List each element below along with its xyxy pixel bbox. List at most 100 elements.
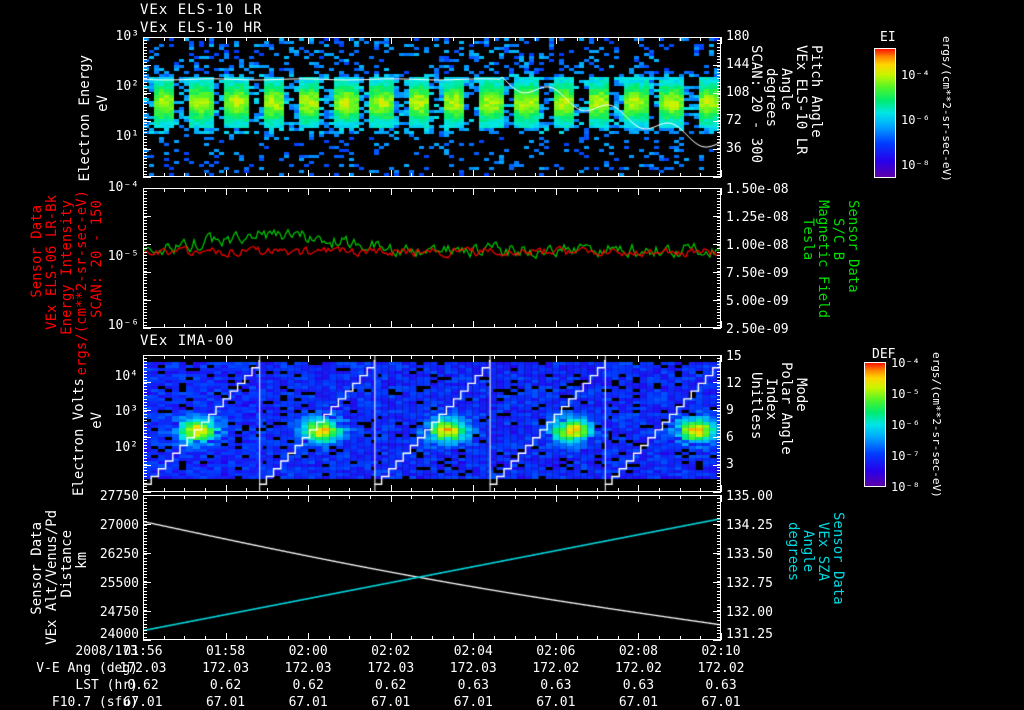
- tick-minor: [143, 324, 147, 326]
- tick-time-minor: [638, 355, 640, 359]
- tick-time-minor: [535, 324, 537, 328]
- tick-minor: [717, 531, 721, 533]
- tick-major: [713, 216, 721, 217]
- tick-time-minor: [328, 324, 330, 328]
- tick-minor: [717, 173, 721, 175]
- tick-time: [721, 485, 722, 492]
- tick-time-minor: [473, 173, 475, 177]
- panel2-ylabel-1: Sensor Data: [29, 205, 45, 298]
- panel1-y2label-3: Angle: [778, 68, 794, 111]
- tick-minor: [717, 194, 721, 196]
- tick-minor: [143, 423, 147, 425]
- tick-time-minor: [390, 37, 392, 41]
- tick-time-minor: [184, 173, 186, 177]
- bottom-time-2: 02:00: [288, 644, 328, 659]
- tick-time-minor: [638, 188, 640, 192]
- tick-minor: [143, 75, 147, 77]
- tick-time-minor: [204, 636, 206, 640]
- tick-time-minor: [143, 488, 144, 492]
- tick-time-minor: [287, 495, 289, 499]
- colorbar2-tick-4: 10⁻⁸: [891, 480, 920, 494]
- tick-minor: [717, 110, 721, 112]
- tick-time-minor: [555, 324, 557, 328]
- tick-major: [143, 93, 151, 94]
- tick-time-minor: [370, 495, 372, 499]
- bottom-time-7: 02:10: [701, 644, 741, 659]
- tick-time-minor: [638, 324, 640, 328]
- tick-minor: [717, 277, 721, 279]
- tick-minor: [717, 358, 721, 360]
- tick-minor: [143, 373, 147, 375]
- panel2-y2label-4: Tesla: [800, 218, 816, 261]
- panel2-y2tick-1: 1.25e-08: [726, 210, 789, 225]
- tick-minor: [143, 132, 147, 134]
- tick-minor: [717, 470, 721, 472]
- tick-time-minor: [225, 488, 227, 492]
- tick-minor: [143, 299, 147, 301]
- tick-minor: [717, 564, 721, 566]
- panel2-ytick-0: 10⁻⁴: [107, 180, 139, 195]
- tick-minor: [143, 476, 147, 478]
- tick-minor: [143, 157, 147, 159]
- tick-time-minor: [246, 324, 248, 328]
- tick-time-minor: [700, 355, 702, 359]
- tick-time-minor: [514, 188, 516, 192]
- bottom-time-1: 01:58: [205, 644, 246, 659]
- tick-minor: [717, 580, 721, 582]
- tick-minor: [143, 216, 147, 218]
- tick-major: [713, 553, 721, 554]
- tick-minor: [143, 498, 147, 500]
- tick-major: [143, 37, 151, 38]
- panel4-lineplot[interactable]: [143, 495, 721, 640]
- tick-time-minor: [390, 636, 392, 640]
- tick-time-minor: [679, 173, 681, 177]
- panel1-spectrogram[interactable]: [143, 37, 721, 177]
- tick-minor: [143, 473, 147, 475]
- tick-time-minor: [638, 636, 640, 640]
- tick-minor: [143, 258, 147, 259]
- tick-minor: [143, 541, 147, 543]
- panel3-y2tick-2: 9: [726, 403, 734, 418]
- tick-time-minor: [617, 324, 619, 328]
- tick-minor: [717, 132, 721, 134]
- tick-minor: [143, 463, 147, 465]
- tick-minor: [143, 261, 147, 263]
- tick-time-minor: [246, 495, 248, 499]
- tick-minor: [717, 524, 721, 526]
- tick-time-minor: [659, 495, 661, 499]
- tick-minor: [717, 148, 721, 150]
- tick-minor: [143, 411, 147, 413]
- tick-minor: [143, 414, 147, 416]
- tick-minor: [143, 630, 147, 632]
- tick-major: [713, 382, 721, 384]
- tick-minor: [717, 293, 721, 294]
- tick-time-minor: [535, 636, 537, 640]
- tick-minor: [717, 361, 721, 363]
- tick-time-minor: [411, 355, 413, 359]
- panel3-spectrogram[interactable]: [143, 355, 721, 492]
- tick-time-minor: [452, 173, 454, 177]
- tick-major: [143, 382, 151, 384]
- tick-minor: [143, 398, 147, 400]
- panel2-ylabel-4: ergs/(cm**2-sr-sec-eV): [74, 190, 90, 376]
- tick-time-minor: [143, 636, 144, 640]
- tick-minor: [717, 78, 721, 80]
- panel2-lineplot[interactable]: [143, 188, 721, 328]
- tick-minor: [143, 358, 147, 360]
- tick-minor: [717, 451, 721, 453]
- tick-time-minor: [390, 495, 392, 499]
- tick-time-minor: [246, 173, 248, 177]
- tick-minor: [143, 590, 147, 592]
- tick-minor: [717, 49, 721, 51]
- bottom-lst-2: 0.62: [292, 678, 324, 693]
- panel3-y2label-2: Polar Angle: [778, 362, 794, 455]
- tick-time-minor: [555, 173, 557, 177]
- bottom-time-0: 01:56: [123, 644, 163, 659]
- tick-time-minor: [493, 636, 495, 640]
- panel1-y2label-1: Pitch Angle: [808, 45, 824, 138]
- tick-time-minor: [597, 495, 599, 499]
- tick-minor: [717, 395, 721, 397]
- tick-minor: [717, 417, 721, 419]
- tick-time-minor: [411, 188, 413, 192]
- tick-time-minor: [700, 173, 702, 177]
